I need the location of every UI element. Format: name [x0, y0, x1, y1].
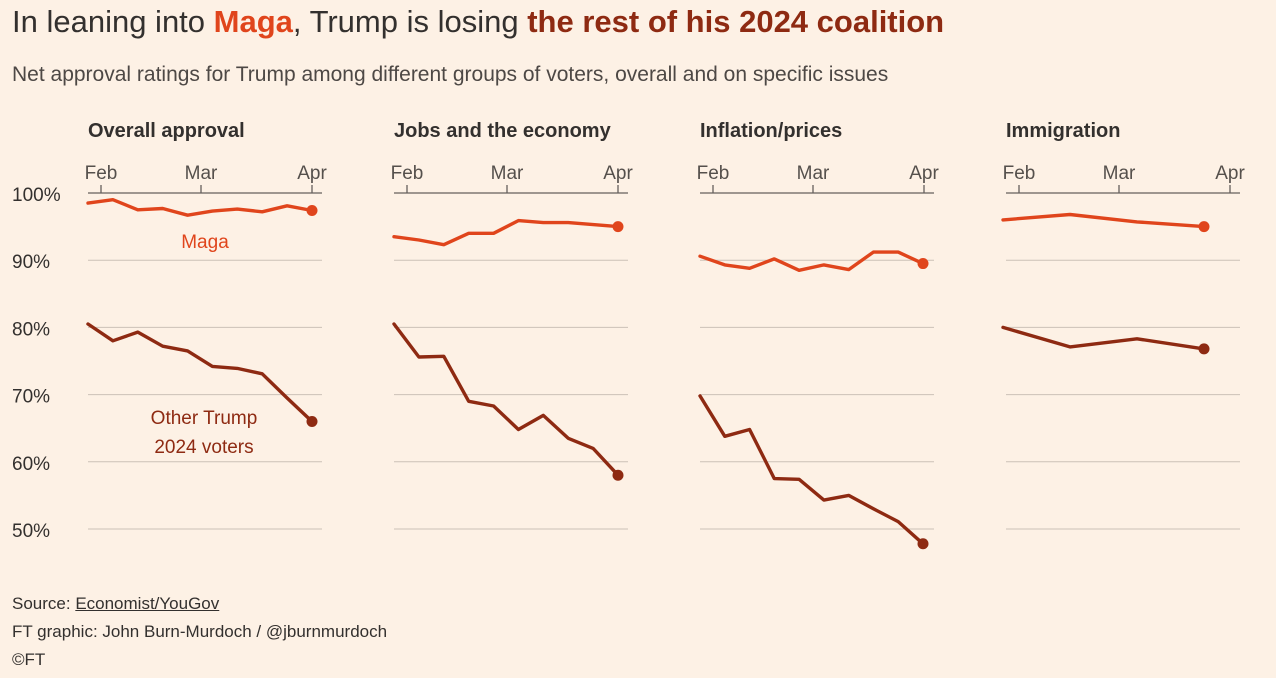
maga-series-line	[392, 218, 620, 247]
other-voters-end-point	[1198, 343, 1210, 355]
maga-annotation: Maga	[181, 232, 229, 253]
y-tick-label: 70%	[12, 387, 50, 408]
y-tick-label: 60%	[12, 454, 50, 475]
x-tick-label: Apr	[603, 163, 633, 184]
x-tick-label: Mar	[491, 163, 524, 184]
other-voters-series-line	[1001, 325, 1206, 351]
other-voters-series-line	[698, 394, 925, 546]
other-voters-series-line	[392, 322, 620, 477]
x-tick-label: Mar	[185, 163, 218, 184]
maga-end-point	[306, 204, 318, 216]
panel-title: Jobs and the economy	[394, 120, 612, 142]
maga-end-point	[1198, 221, 1210, 233]
x-tick-label: Apr	[297, 163, 327, 184]
headline-rest: the rest of his 2024 coalition	[527, 4, 945, 39]
panel-title: Overall approval	[88, 120, 245, 142]
y-tick-label: 100%	[12, 185, 61, 206]
panel-title: Immigration	[1006, 120, 1120, 142]
x-tick-label: Feb	[391, 163, 424, 184]
maga-end-point	[612, 221, 624, 233]
other-voters-series-line	[86, 322, 314, 424]
y-tick-label: 90%	[12, 252, 50, 273]
chart-footer: Source: Economist/YouGov FT graphic: Joh…	[12, 590, 387, 674]
headline-part1: In leaning into	[12, 4, 214, 39]
maga-series-line	[698, 250, 925, 272]
credit-line: FT graphic: John Burn-Murdoch / @jburnmu…	[12, 622, 388, 641]
other-voters-annotation-line2: 2024 voters	[154, 437, 253, 458]
headline-maga: Maga	[213, 4, 293, 39]
chart-headline: In leaning into Maga, Trump is losing th…	[12, 2, 944, 42]
x-tick-label: Feb	[697, 163, 730, 184]
x-tick-label: Mar	[797, 163, 830, 184]
other-voters-annotation-line1: Other Trump	[151, 408, 258, 429]
y-tick-label: 80%	[12, 319, 50, 340]
chart-subtitle: Net approval ratings for Trump among dif…	[12, 63, 889, 86]
other-voters-end-point	[306, 415, 318, 427]
x-tick-label: Apr	[909, 163, 939, 184]
maga-series-line	[1001, 212, 1206, 229]
x-tick-label: Feb	[1003, 163, 1036, 184]
source-line: Source: Economist/YouGov	[12, 590, 387, 618]
other-voters-end-point	[917, 538, 929, 550]
copyright-line: ©FT	[12, 650, 46, 669]
source-link[interactable]: Economist/YouGov	[75, 594, 220, 613]
headline-part2: , Trump is losing	[292, 4, 528, 39]
x-tick-label: Apr	[1215, 163, 1245, 184]
x-tick-label: Mar	[1103, 163, 1136, 184]
other-voters-end-point	[612, 469, 624, 481]
maga-series-line	[86, 198, 314, 217]
y-tick-label: 50%	[12, 521, 50, 542]
x-tick-label: Feb	[85, 163, 118, 184]
maga-end-point	[917, 258, 929, 270]
source-label: Source:	[12, 594, 76, 613]
panel-title: Inflation/prices	[700, 120, 842, 142]
